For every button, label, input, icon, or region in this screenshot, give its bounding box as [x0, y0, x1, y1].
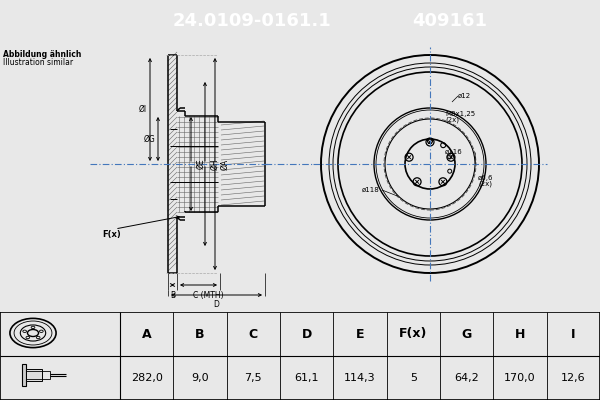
Text: F(x): F(x) — [102, 230, 121, 238]
Text: F(x): F(x) — [399, 328, 428, 340]
Text: ø118: ø118 — [362, 187, 380, 193]
Text: 170,0: 170,0 — [504, 373, 536, 383]
Text: ØG: ØG — [144, 134, 156, 144]
Text: 114,3: 114,3 — [344, 373, 376, 383]
Text: G: G — [461, 328, 472, 340]
Text: Abbildung ähnlich: Abbildung ähnlich — [3, 50, 82, 59]
Text: ø12: ø12 — [458, 93, 471, 99]
Text: Illustration similar: Illustration similar — [3, 58, 73, 67]
Text: H: H — [515, 328, 525, 340]
Text: 24.0109-0161.1: 24.0109-0161.1 — [173, 12, 331, 30]
Text: (2x): (2x) — [478, 181, 492, 187]
Text: B: B — [195, 328, 205, 340]
Text: 12,6: 12,6 — [561, 373, 586, 383]
Text: ØA: ØA — [220, 158, 229, 170]
Text: 5: 5 — [410, 373, 417, 383]
Text: ØI: ØI — [139, 105, 147, 114]
Text: B: B — [170, 291, 175, 300]
Text: ø6,6: ø6,6 — [478, 175, 493, 181]
Text: M8x1,25: M8x1,25 — [445, 111, 475, 117]
Text: 9,0: 9,0 — [191, 373, 209, 383]
Bar — [22, 364, 26, 386]
Text: 61,1: 61,1 — [295, 373, 319, 383]
Bar — [26, 371, 50, 379]
Text: C (MTH): C (MTH) — [193, 291, 224, 300]
Text: ø116: ø116 — [445, 149, 463, 155]
Text: D: D — [214, 300, 220, 309]
Text: 64,2: 64,2 — [454, 373, 479, 383]
Text: 7,5: 7,5 — [245, 373, 262, 383]
Text: (2x): (2x) — [445, 117, 459, 123]
Text: C: C — [249, 328, 258, 340]
Text: 409161: 409161 — [413, 12, 487, 30]
Text: I: I — [571, 328, 575, 340]
Text: 282,0: 282,0 — [131, 373, 163, 383]
Text: ØE: ØE — [196, 159, 205, 169]
Text: D: D — [302, 328, 312, 340]
Text: ØH: ØH — [210, 158, 219, 170]
Bar — [26, 369, 42, 381]
Text: E: E — [356, 328, 364, 340]
Text: A: A — [142, 328, 151, 340]
